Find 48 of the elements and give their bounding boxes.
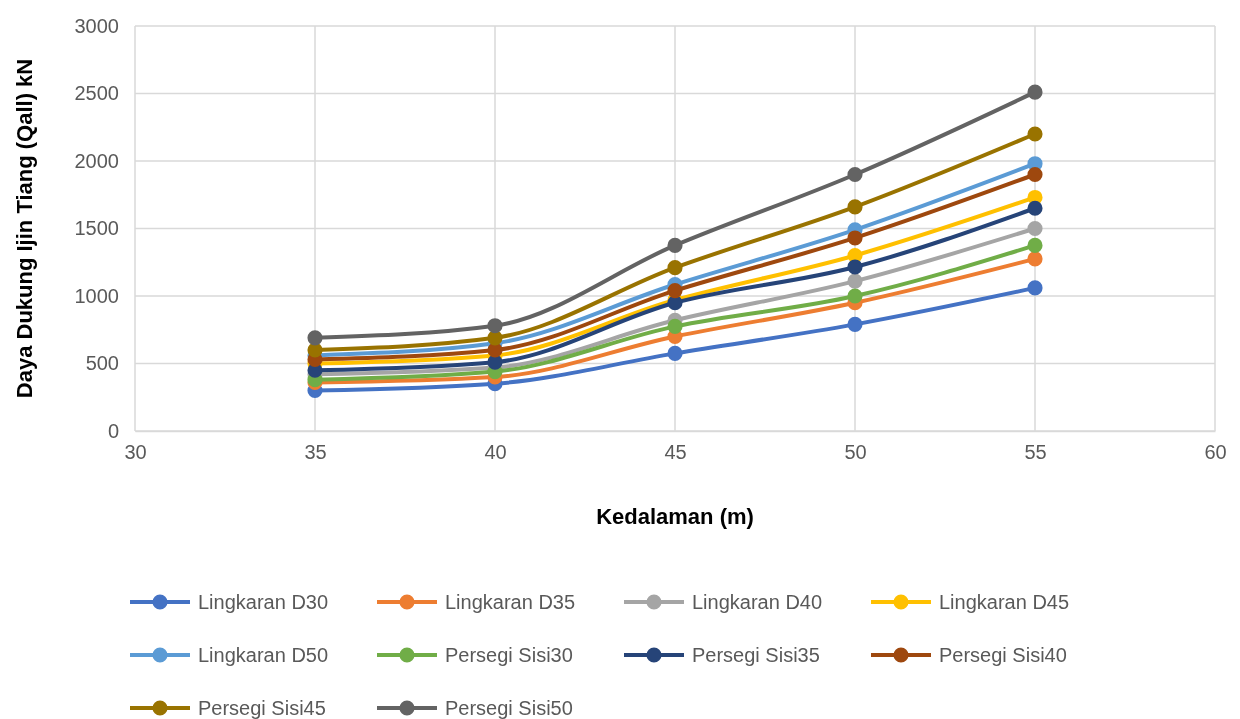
point — [1027, 200, 1043, 216]
point — [667, 237, 683, 253]
legend-label: Persegi Sisi40 — [939, 644, 1067, 666]
point — [847, 288, 863, 304]
point — [1027, 251, 1043, 267]
point — [1027, 220, 1043, 237]
point — [1027, 84, 1043, 100]
point — [847, 166, 863, 183]
y-tick-label: 2500 — [74, 82, 119, 105]
point — [487, 318, 503, 334]
legend-label: Lingkaran D50 — [198, 644, 329, 666]
legend-label: Persegi Sisi30 — [445, 644, 573, 666]
x-tick-label: 30 — [124, 441, 147, 464]
y-tick-label: 0 — [107, 419, 119, 442]
point — [667, 318, 683, 334]
point — [667, 283, 683, 299]
y-tick-label: 2000 — [74, 149, 119, 172]
point — [847, 316, 863, 332]
point — [847, 199, 863, 215]
x-tick-label: 60 — [1204, 441, 1227, 464]
legend-label: Persegi Sisi50 — [445, 697, 573, 719]
x-tick-label: 45 — [664, 441, 687, 464]
legend-label: Persegi Sisi35 — [692, 644, 820, 666]
y-axis-title: Daya Dukung Ijin Tiang (Qall) kN — [12, 58, 37, 399]
point — [847, 230, 863, 246]
y-tick-label: 3000 — [74, 14, 119, 37]
legend-label: Persegi Sisi45 — [198, 697, 326, 719]
y-tick-label: 1500 — [74, 217, 119, 240]
point — [667, 345, 683, 361]
legend-label: Lingkaran D45 — [939, 591, 1070, 613]
point — [1027, 166, 1043, 183]
point — [847, 259, 863, 275]
x-tick-label: 50 — [844, 441, 867, 464]
point — [847, 273, 863, 289]
y-tick-label: 1000 — [74, 284, 119, 307]
legend-label: Lingkaran D35 — [445, 591, 576, 613]
x-axis-title: Kedalaman (m) — [596, 504, 754, 529]
legend-label: Lingkaran D30 — [198, 591, 329, 613]
point — [307, 330, 323, 346]
point — [1027, 237, 1043, 253]
y-tick-label: 500 — [85, 352, 119, 375]
point — [1027, 126, 1043, 142]
x-tick-label: 55 — [1024, 441, 1047, 464]
legend-label: Lingkaran D40 — [692, 591, 823, 613]
x-tick-label: 40 — [484, 441, 507, 464]
point — [1027, 280, 1043, 296]
point — [667, 260, 683, 276]
x-tick-label: 35 — [304, 441, 327, 464]
